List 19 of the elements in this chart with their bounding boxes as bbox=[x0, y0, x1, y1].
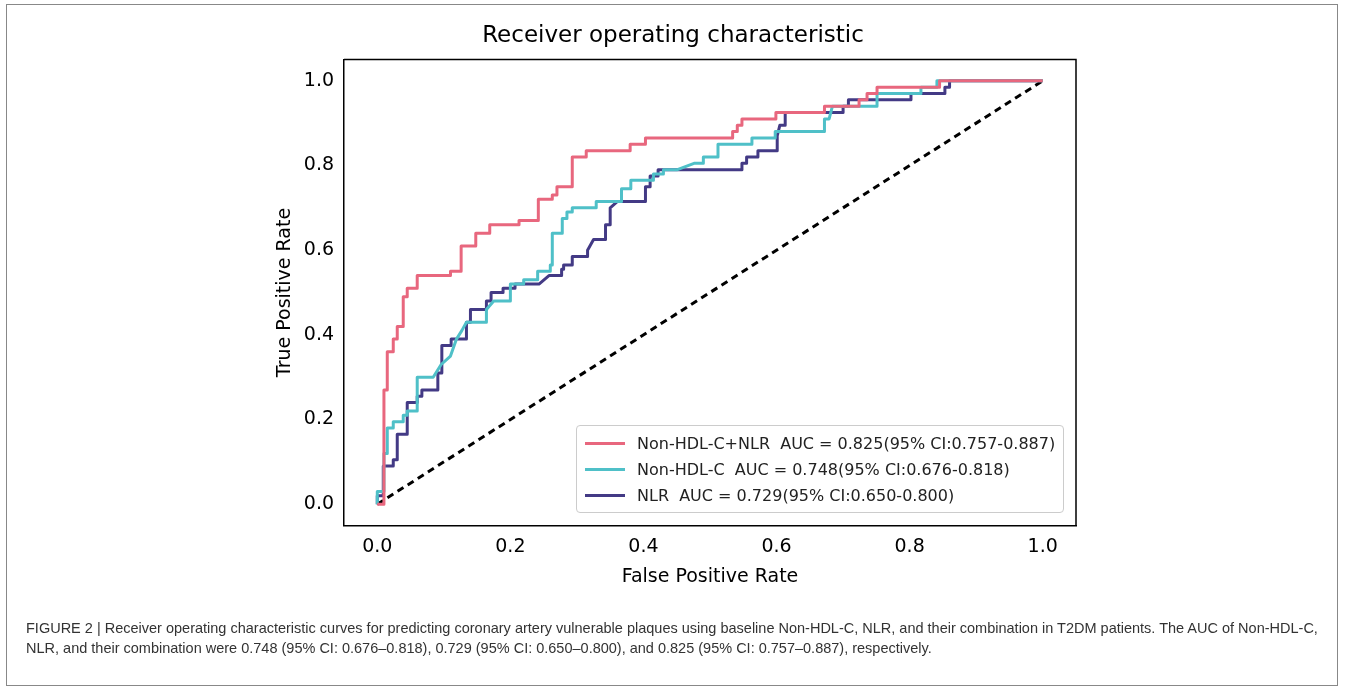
x-tick-label: 0.0 bbox=[362, 533, 393, 556]
chart-title: Receiver operating characteristic bbox=[482, 20, 864, 47]
y-tick-label: 0.4 bbox=[303, 321, 335, 344]
x-tick-label: 1.0 bbox=[1027, 533, 1058, 556]
legend-label: Non-HDL-C+NLR AUC = 0.825(95% CI:0.757-0.887) bbox=[637, 433, 1056, 453]
x-tick-label: 0.8 bbox=[894, 533, 925, 556]
x-tick-label: 0.4 bbox=[628, 533, 659, 556]
y-tick-label: 0.6 bbox=[303, 237, 335, 260]
x-tick-label: 0.2 bbox=[495, 533, 526, 556]
legend-label: Non-HDL-C AUC = 0.748(95% CI:0.676-0.818) bbox=[637, 459, 1010, 479]
x-tick-label: 0.6 bbox=[761, 533, 792, 556]
y-tick-label: 1.0 bbox=[303, 67, 335, 90]
caption: FIGURE 2 | Receiver operating characteristic curves for predicting coronary artery vulnerable plaques using baseline Non-HDL-C, NLR, and their combination in T2DM patients. The AUC of Non-HDL-C, NLR, and their combination were 0.748 (95% CI: 0.676–0.818), 0.729 (95% CI: 0.650–0.800), and 0.825 (95% CI: 0.757–0.887), respectively. bbox=[26, 619, 1319, 658]
y-axis-title: True Positive Rate bbox=[272, 207, 295, 379]
y-tick-label: 0.8 bbox=[303, 152, 335, 175]
y-tick-label: 0.0 bbox=[303, 491, 335, 514]
y-tick-label: 0.2 bbox=[303, 406, 335, 429]
x-axis-title: False Positive Rate bbox=[621, 563, 799, 586]
legend-label: NLR AUC = 0.729(95% CI:0.650-0.800) bbox=[637, 485, 955, 505]
